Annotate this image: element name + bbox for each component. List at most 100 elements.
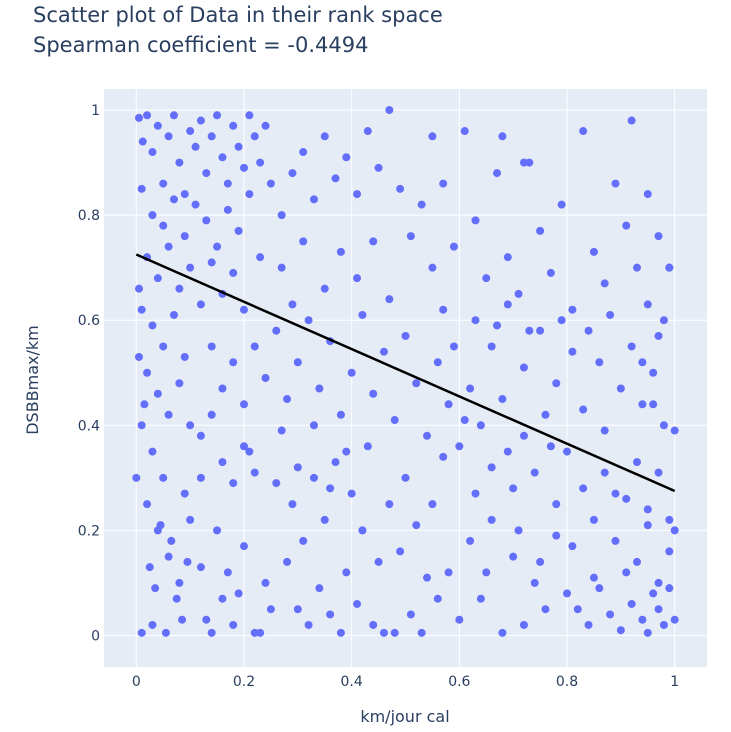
data-point — [342, 447, 351, 456]
data-point — [455, 615, 464, 624]
data-point — [525, 326, 534, 335]
data-point — [611, 536, 620, 545]
data-point — [159, 179, 168, 188]
data-point — [611, 489, 620, 498]
data-point — [156, 521, 165, 530]
data-point — [180, 190, 189, 199]
data-point — [218, 153, 227, 162]
data-point — [143, 111, 152, 120]
data-point — [196, 473, 205, 482]
data-point — [137, 628, 146, 637]
data-point — [466, 536, 475, 545]
data-point — [151, 584, 160, 593]
data-point — [266, 179, 275, 188]
data-point — [336, 247, 345, 256]
data-point — [186, 421, 195, 430]
data-point — [476, 421, 485, 430]
data-point — [503, 300, 512, 309]
data-point — [374, 557, 383, 566]
data-point — [401, 331, 410, 340]
data-point — [347, 489, 356, 498]
data-point — [428, 500, 437, 509]
data-point — [369, 237, 378, 246]
data-point — [277, 263, 286, 272]
data-point — [293, 463, 302, 472]
data-point — [498, 395, 507, 404]
data-point — [616, 626, 625, 635]
data-point — [498, 132, 507, 141]
data-point — [229, 620, 238, 629]
data-point — [196, 300, 205, 309]
data-point — [627, 599, 636, 608]
data-point — [374, 163, 383, 172]
data-point — [514, 289, 523, 298]
data-point — [207, 258, 216, 267]
data-point — [487, 342, 496, 351]
data-point — [137, 421, 146, 430]
data-point — [546, 268, 555, 277]
data-point — [401, 473, 410, 482]
data-point — [563, 447, 572, 456]
data-point — [299, 536, 308, 545]
data-point — [519, 620, 528, 629]
data-point — [589, 515, 598, 524]
data-point — [239, 305, 248, 314]
data-point — [309, 473, 318, 482]
data-point — [342, 153, 351, 162]
data-point — [218, 458, 227, 467]
data-point — [584, 620, 593, 629]
data-point — [148, 620, 157, 629]
data-point — [385, 500, 394, 509]
data-point — [589, 573, 598, 582]
data-point — [503, 253, 512, 262]
data-point — [519, 431, 528, 440]
data-point — [428, 263, 437, 272]
data-point — [186, 127, 195, 136]
data-point — [196, 563, 205, 572]
data-point — [148, 447, 157, 456]
data-point — [638, 615, 647, 624]
x-tick-label: 0.4 — [341, 674, 363, 690]
data-point — [134, 352, 143, 361]
y-tick-label: 0.4 — [78, 418, 100, 434]
data-point — [433, 358, 442, 367]
y-tick-label: 0 — [91, 628, 100, 644]
data-point — [140, 400, 149, 409]
data-point — [277, 211, 286, 220]
data-point — [552, 500, 561, 509]
data-point — [369, 389, 378, 398]
y-tick-label: 1 — [91, 103, 100, 119]
data-point — [536, 226, 545, 235]
data-point — [471, 316, 480, 325]
data-point — [202, 216, 211, 225]
data-point — [396, 547, 405, 556]
data-point — [175, 284, 184, 293]
x-tick-label: 0.6 — [448, 674, 470, 690]
data-point — [159, 342, 168, 351]
data-point — [218, 384, 227, 393]
y-tick-label: 0.6 — [78, 313, 100, 329]
data-point — [487, 463, 496, 472]
data-point — [665, 263, 674, 272]
data-point — [229, 358, 238, 367]
data-point — [417, 628, 426, 637]
data-point — [363, 127, 372, 136]
data-point — [665, 515, 674, 524]
data-point — [229, 121, 238, 130]
data-point — [261, 578, 270, 587]
data-point — [633, 263, 642, 272]
data-point — [288, 500, 297, 509]
data-point — [178, 615, 187, 624]
data-point — [172, 594, 181, 603]
x-tick-label: 0.2 — [233, 674, 255, 690]
data-point — [460, 416, 469, 425]
data-point — [379, 347, 388, 356]
data-point — [159, 473, 168, 482]
data-point — [153, 389, 162, 398]
data-point — [169, 111, 178, 120]
data-point — [261, 121, 270, 130]
data-point — [665, 584, 674, 593]
data-point — [643, 521, 652, 530]
data-point — [239, 400, 248, 409]
data-point — [611, 179, 620, 188]
